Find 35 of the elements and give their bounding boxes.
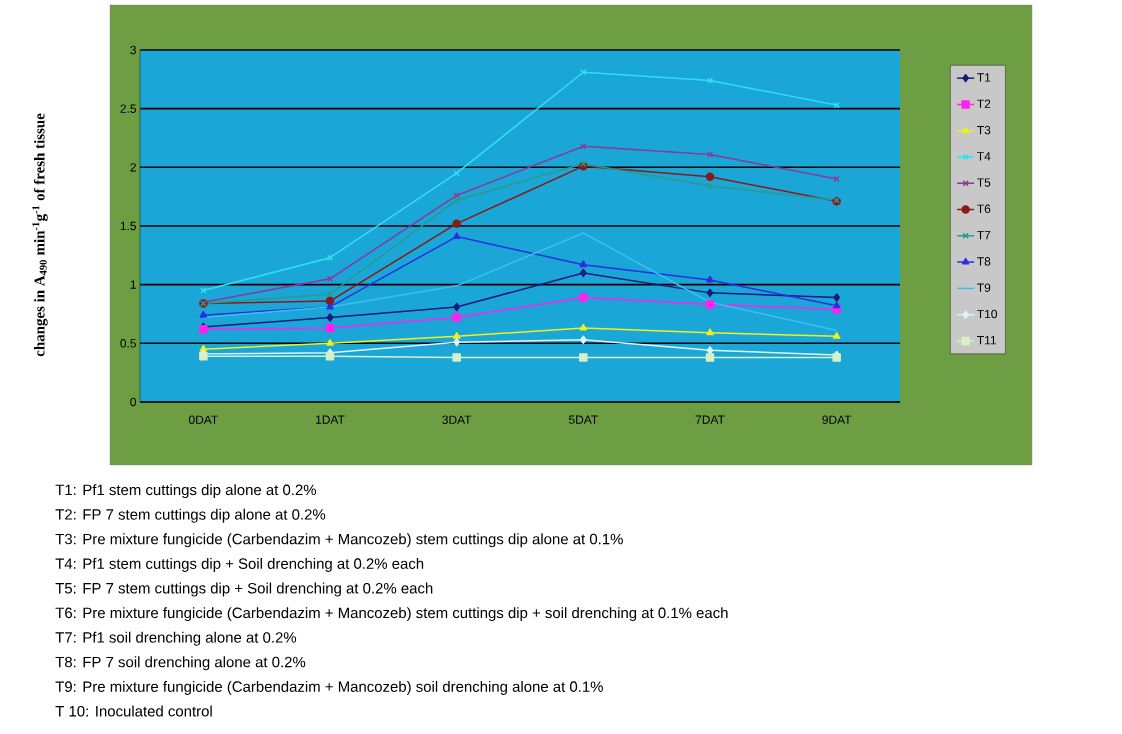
x-tick-label: 0DAT [188, 415, 218, 424]
legend-label: T5 [977, 178, 991, 187]
legend-label: T4 [977, 152, 991, 161]
x-tick-label: 1DAT [316, 415, 345, 424]
x-tick-label: 9DAT [822, 415, 852, 424]
legend-label: T8 [977, 257, 991, 266]
x-tick-label: 5DAT [568, 415, 598, 424]
legend-label: T3 [977, 125, 991, 135]
text: T9: Pre mixture fungicide (Carbendazim + Mancozeb) soil drenching alone at 0.1% [55, 680, 603, 695]
x-tick-label: 7DAT [695, 415, 725, 424]
legend-label: T1 [977, 73, 991, 82]
text: T4: Pf1 stem cuttings dip + Soil drenching at 0.2% each [55, 557, 424, 572]
text: T5: FP 7 stem cuttings dip + Soil drenching at 0.2% each [55, 582, 433, 597]
text: T2: FP 7 stem cuttings dip alone at 0.2% [55, 508, 326, 523]
text: T6: Pre mixture fungicide (Carbendazim + Mancozeb) stem cuttings dip + soil drenching at 0.1% each [55, 607, 728, 622]
legend-label: T9 [977, 283, 991, 292]
text: T8: FP 7 soil drenching alone at 0.2% [55, 656, 306, 671]
y-axis-title: changes in A$_{490}$ min$^{-1}$g$^{-1}$ of fresh tissue [32, 113, 48, 357]
y-tick-label: 1 [130, 280, 136, 289]
y-tick-label: 0.5 [120, 339, 136, 348]
legend-label: T11 [977, 336, 996, 345]
x-tick-label: 3DAT [442, 415, 472, 424]
legend-label: T7 [977, 230, 991, 240]
text: T1: Pf1 stem cuttings dip alone at 0.2% [55, 484, 317, 499]
y-tick-label: 2.5 [120, 104, 136, 113]
y-tick-label: 1.5 [120, 221, 136, 231]
legend-label: T2 [977, 99, 991, 108]
y-tick-label: 2 [130, 163, 136, 172]
y-tick-label: 0 [130, 397, 137, 407]
text: T3: Pre mixture fungicide (Carbendazim + Mancozeb) stem cuttings dip alone at 0.1% [55, 533, 623, 548]
y-tick-label: 3 [130, 45, 136, 55]
legend-label: T10 [977, 309, 997, 319]
text: T 10: Inoculated control [55, 705, 212, 717]
legend-label: T6 [977, 204, 991, 214]
text: T7: Pf1 soil drenching alone at 0.2% [55, 631, 297, 646]
